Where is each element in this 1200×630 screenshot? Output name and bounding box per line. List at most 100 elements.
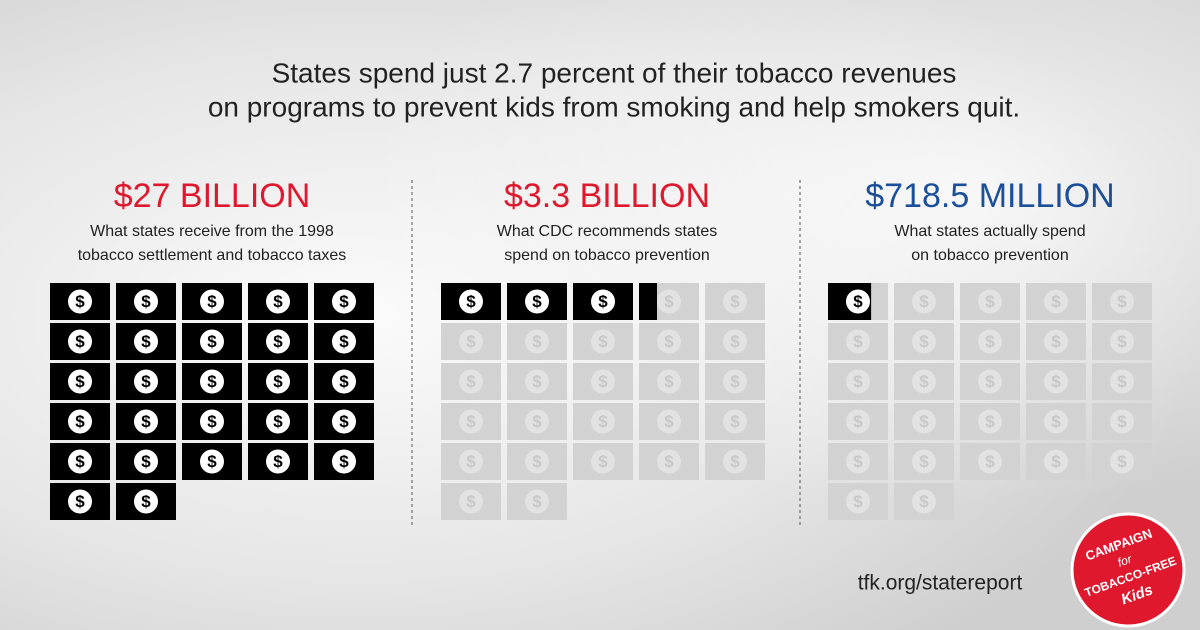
bill-symbol: $ bbox=[141, 292, 151, 311]
bill-slot: $ bbox=[828, 403, 888, 440]
bill-symbol: $ bbox=[273, 412, 283, 431]
bill-coin bbox=[332, 329, 356, 354]
bill-coin bbox=[846, 449, 870, 474]
bill-symbol: $ bbox=[207, 452, 217, 471]
bill-symbol: $ bbox=[985, 372, 995, 391]
bill-filled: $ bbox=[116, 363, 176, 400]
bill-coin bbox=[978, 329, 1002, 354]
bill-symbol: $ bbox=[466, 332, 476, 351]
bill-symbol: $ bbox=[339, 332, 349, 351]
bill-symbol: $ bbox=[730, 292, 740, 311]
bill-filled: $ bbox=[507, 283, 567, 320]
bill-coin bbox=[266, 369, 290, 394]
bill-slot: $ bbox=[1092, 363, 1152, 400]
bill-slot: $ bbox=[894, 283, 954, 320]
bill-slot: $ bbox=[828, 363, 888, 400]
bill-symbol: $ bbox=[532, 412, 542, 431]
bill-symbol: $ bbox=[730, 332, 740, 351]
bill-symbol: $ bbox=[598, 292, 608, 311]
bill-filled: $ bbox=[116, 283, 176, 320]
title: on programs to prevent kids from smoking… bbox=[208, 91, 1020, 122]
bill-slot: $$ bbox=[248, 363, 308, 400]
bill-symbol: $ bbox=[853, 332, 863, 351]
bill-coin bbox=[591, 449, 615, 474]
bill-coin bbox=[657, 329, 681, 354]
bill-coin bbox=[200, 329, 224, 354]
bill-coin bbox=[1044, 409, 1068, 434]
bill-coin bbox=[723, 409, 747, 434]
bill-slot: $$ bbox=[116, 443, 176, 480]
bill-coin bbox=[525, 489, 549, 514]
bill-symbol: $ bbox=[1117, 452, 1127, 471]
bill-symbol: $ bbox=[1051, 452, 1061, 471]
bill-symbol: $ bbox=[1117, 292, 1127, 311]
bill-slot: $ bbox=[894, 323, 954, 360]
bill-symbol: $ bbox=[207, 372, 217, 391]
bill-symbol: $ bbox=[664, 292, 674, 311]
bill-coin bbox=[200, 289, 224, 314]
bill-coin bbox=[591, 289, 615, 314]
bill-symbol: $ bbox=[75, 332, 85, 351]
bill-symbol: $ bbox=[985, 452, 995, 471]
bill-coin bbox=[591, 369, 615, 394]
bill-coin bbox=[68, 449, 92, 474]
bill-slot: $ bbox=[894, 403, 954, 440]
bill-slot: $ bbox=[705, 283, 765, 320]
bill-coin bbox=[1110, 449, 1134, 474]
bill-slot: $$ bbox=[441, 283, 501, 320]
bill-symbol: $ bbox=[273, 452, 283, 471]
bill-slot: $ bbox=[639, 403, 699, 440]
bill-coin bbox=[525, 289, 549, 314]
bill-coin bbox=[846, 409, 870, 434]
bill-coin bbox=[978, 449, 1002, 474]
bill-symbol: $ bbox=[141, 412, 151, 431]
bill-slot: $ bbox=[894, 363, 954, 400]
bill-coin bbox=[723, 289, 747, 314]
bill-coin bbox=[1044, 289, 1068, 314]
bill-slot: $$ bbox=[828, 283, 888, 320]
bill-slot: $ bbox=[507, 363, 567, 400]
bill-slot: $$ bbox=[50, 283, 110, 320]
bill-symbol: $ bbox=[141, 452, 151, 471]
bill-symbol: $ bbox=[853, 492, 863, 511]
bill-symbol: $ bbox=[273, 332, 283, 351]
bill-coin bbox=[723, 329, 747, 354]
bill-coin bbox=[68, 329, 92, 354]
url: tfk.org/statereport bbox=[858, 572, 1023, 595]
bill-coin bbox=[459, 409, 483, 434]
bill-coin bbox=[1110, 369, 1134, 394]
bill-coin bbox=[266, 289, 290, 314]
bill-symbol: $ bbox=[730, 372, 740, 391]
bill-filled: $ bbox=[182, 403, 242, 440]
bill-filled: $ bbox=[50, 483, 110, 520]
bill-coin bbox=[1044, 369, 1068, 394]
bill-slot: $ bbox=[507, 403, 567, 440]
bill-filled: $ bbox=[573, 283, 633, 320]
bill-filled: $ bbox=[314, 443, 374, 480]
bill-symbol: $ bbox=[141, 332, 151, 351]
bill-filled: $ bbox=[182, 323, 242, 360]
bill-symbol: $ bbox=[466, 372, 476, 391]
bill-coin bbox=[68, 409, 92, 434]
bill-symbol: $ bbox=[598, 452, 608, 471]
bill-slot: $ bbox=[828, 443, 888, 480]
bill-coin bbox=[200, 409, 224, 434]
bill-symbol: $ bbox=[1117, 332, 1127, 351]
bill-symbol: $ bbox=[919, 372, 929, 391]
bill-slot: $ bbox=[960, 443, 1020, 480]
bill-slot: $$ bbox=[116, 403, 176, 440]
bill-symbol: $ bbox=[339, 292, 349, 311]
bill-slot: $$ bbox=[182, 363, 242, 400]
bill-slot: $ bbox=[1092, 283, 1152, 320]
bill-symbol: $ bbox=[532, 492, 542, 511]
bill-slot: $ bbox=[1092, 323, 1152, 360]
bill-coin bbox=[657, 409, 681, 434]
bill-symbol: $ bbox=[730, 452, 740, 471]
bill-symbol: $ bbox=[853, 412, 863, 431]
bill-slot: $$ bbox=[182, 443, 242, 480]
bill-coin bbox=[723, 449, 747, 474]
bill-symbol: $ bbox=[919, 332, 929, 351]
bill-coin bbox=[912, 489, 936, 514]
bill-slot: $ bbox=[507, 323, 567, 360]
bill-slot: $$ bbox=[182, 323, 242, 360]
